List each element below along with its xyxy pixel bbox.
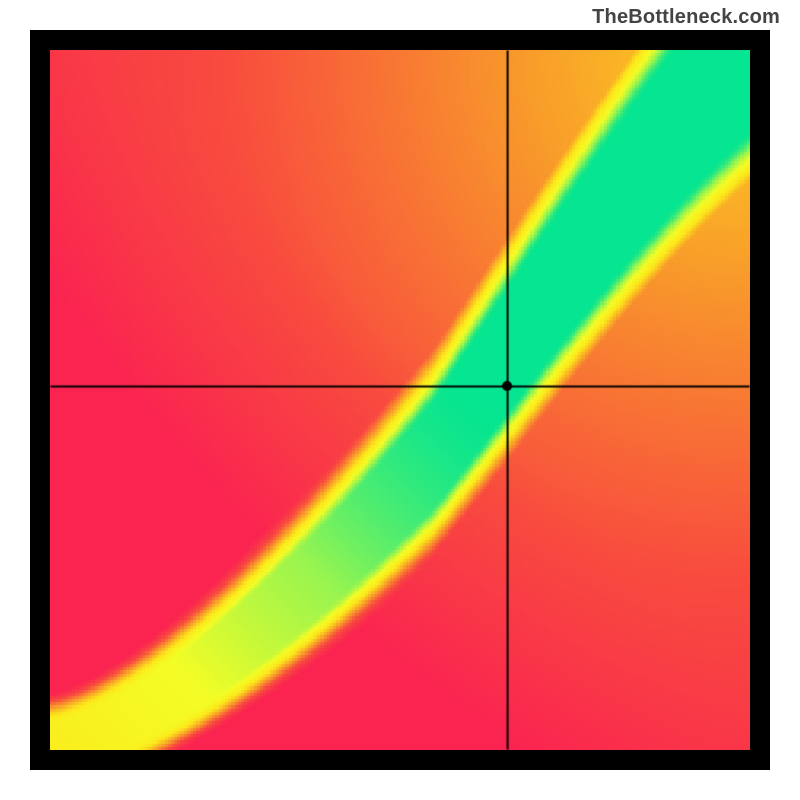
heatmap-canvas: [50, 50, 750, 750]
watermark-text: TheBottleneck.com: [592, 6, 780, 29]
heatmap-plot-area: [50, 50, 750, 750]
heatmap-frame: [30, 30, 770, 770]
chart-container: TheBottleneck.com: [0, 0, 800, 800]
